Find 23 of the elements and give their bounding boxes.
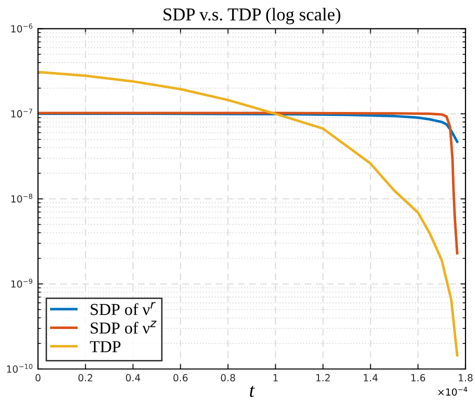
x-axis-title: t [250, 386, 255, 397]
x-tick-label: 1.8 [458, 374, 473, 382]
legend-label: SDP of ν$^{r}$ [90, 302, 156, 316]
x-tick-label: 0 [36, 374, 40, 382]
chart-title: SDP v.s. TDP (log scale) [164, 8, 340, 24]
x-tick-label: 1.4 [364, 374, 378, 382]
x-tick-label: 0.2 [78, 374, 92, 382]
x-tick-label: 1.2 [316, 374, 330, 382]
y-tick-label: 10$^{−8}$ [11, 194, 32, 203]
x-tick-label: 1.6 [411, 374, 426, 382]
legend-label: TDP [90, 341, 120, 352]
y-tick-label: 10$^{−7}$ [11, 108, 32, 118]
y-tick-label: 10$^{−10}$ [7, 364, 32, 373]
x-tick-label: 0.8 [220, 374, 236, 382]
line-series [38, 112, 458, 254]
x-tick-label: 0.6 [173, 374, 188, 382]
legend-label: SDP of ν$^{z}$ [90, 320, 156, 334]
x-tick-label: 0.4 [126, 374, 140, 382]
y-tick-label: 10$^{−9}$ [11, 278, 32, 288]
line-series [38, 70, 458, 357]
text: ×10$^{−4}$ [438, 386, 468, 396]
y-tick-label: 10$^{−6}$ [11, 24, 32, 32]
x-tick-label: 1 [273, 374, 278, 382]
